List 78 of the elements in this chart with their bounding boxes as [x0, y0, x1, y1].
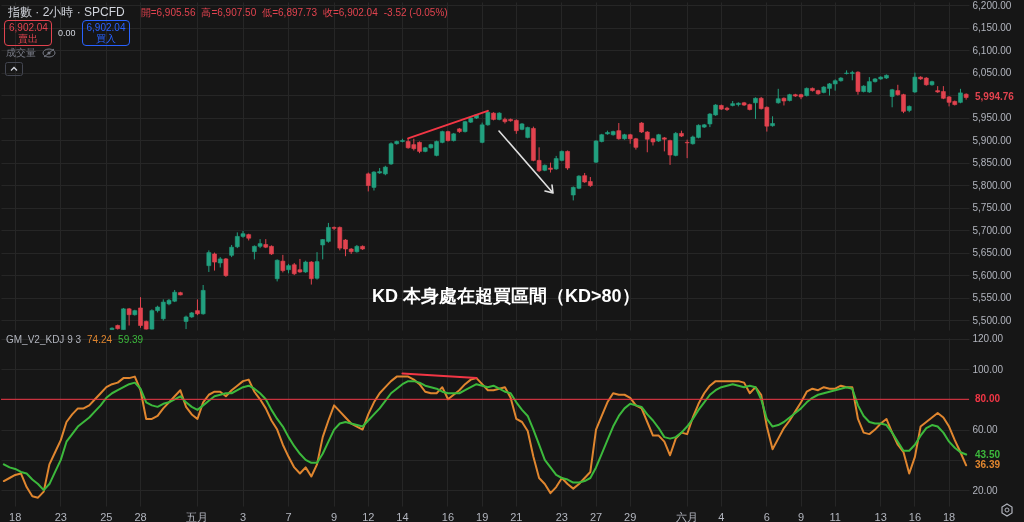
- x-tick-label: 五月: [186, 510, 209, 522]
- x-tick-label: 16: [908, 510, 922, 522]
- y-tick-label: 6,150.00: [972, 22, 1012, 34]
- annotation: -3.52 (-0.05%): [383, 7, 448, 18]
- x-tick-label: 7: [285, 510, 292, 522]
- x-tick-label: 14: [396, 510, 409, 522]
- x-tick-label: 9: [331, 510, 338, 522]
- x-tick-label: 29: [624, 510, 637, 522]
- annotation: 開=6,905.56: [140, 5, 196, 20]
- y-tick-label: 100.00: [972, 363, 1004, 375]
- text: 5,994.76: [975, 91, 1015, 103]
- y-tick-label: 5,500.00: [972, 314, 1012, 326]
- candlestick: [314, 251, 320, 281]
- y-tick-label: 6,100.00: [972, 44, 1012, 56]
- ref-line-label: 80.00: [975, 393, 1001, 405]
- y-tick-label: 5,550.00: [972, 292, 1012, 304]
- candlestick: [126, 307, 132, 326]
- annotation: KD 本身處在超買區間（KD>80）: [372, 285, 640, 308]
- x-tick-label: 18: [9, 510, 22, 522]
- annotation: 賣出: [18, 33, 38, 44]
- x-tick-label: 25: [100, 510, 113, 522]
- candlestick: [200, 284, 206, 316]
- x-tick-label: 21: [510, 510, 523, 522]
- y-tick-label: 5,750.00: [972, 202, 1012, 214]
- y-tick-label: 5,800.00: [972, 179, 1012, 191]
- annotation: 6,902.04: [9, 22, 48, 33]
- candlestick: [781, 96, 787, 106]
- candlestick: [109, 326, 115, 331]
- annotation: 74.24: [87, 334, 113, 345]
- y-tick-label: 5,850.00: [972, 157, 1012, 169]
- y-tick-label: 5,700.00: [972, 224, 1012, 236]
- x-tick-label: 23: [555, 510, 568, 522]
- annotation: 0.00: [58, 28, 76, 38]
- x-tick-label: 3: [239, 510, 247, 522]
- y-tick-label: 5,900.00: [972, 134, 1012, 146]
- annotation: 6,902.04: [86, 22, 126, 33]
- x-tick-label: 19: [476, 510, 489, 522]
- x-tick-label: 11: [829, 510, 841, 522]
- x-tick-label: 4: [718, 510, 725, 522]
- x-tick-label: 六月: [676, 510, 699, 522]
- candlestick: [684, 139, 690, 159]
- candlestick: [206, 249, 212, 273]
- candlestick: [753, 96, 758, 120]
- x-tick-label: 13: [874, 510, 887, 522]
- y-tick-label: 5,650.00: [972, 247, 1012, 259]
- candlestick: [565, 149, 570, 171]
- y-tick-label: 120.00: [972, 333, 1004, 345]
- candlestick: [855, 70, 861, 96]
- candlestick: [309, 260, 314, 286]
- annotation: 買入: [94, 33, 117, 44]
- x-tick-label: 27: [589, 510, 603, 522]
- candlestick: [667, 139, 673, 166]
- y-tick-label: 5,600.00: [972, 269, 1012, 281]
- candlestick: [673, 131, 679, 157]
- x-tick-label: 12: [362, 510, 375, 522]
- annotation: 收=6,902.04: [322, 5, 378, 20]
- y-tick-label: 20.00: [972, 484, 998, 496]
- text: 43.50: [975, 448, 1001, 460]
- chart-title: 指數 · 2小時 · SPCFD: [8, 4, 125, 21]
- x-tick-label: 16: [441, 510, 455, 522]
- x-tick-label: 6: [763, 510, 770, 522]
- annotation: 高=6,907.50: [201, 5, 257, 20]
- candlestick: [912, 72, 918, 94]
- annotation: 低=6,897.73: [262, 5, 317, 20]
- x-tick-label: 18: [942, 510, 956, 522]
- x-tick-label: 9: [797, 510, 805, 522]
- annotation: 成交量: [6, 46, 36, 60]
- x-tick-label: 28: [134, 510, 147, 522]
- y-tick-label: 6,050.00: [972, 67, 1012, 79]
- x-tick-label: 23: [54, 510, 67, 522]
- candlestick: [274, 258, 280, 282]
- y-tick-label: 5,950.00: [972, 112, 1012, 124]
- annotation: 59.39: [118, 334, 144, 345]
- y-tick-label: 60.00: [972, 424, 998, 436]
- chart-title: GM_V2_KDJ 9 3: [6, 334, 82, 345]
- y-tick-label: 6,200.00: [972, 0, 1012, 11]
- text: 36.39: [975, 459, 1001, 471]
- candlestick: [223, 257, 229, 278]
